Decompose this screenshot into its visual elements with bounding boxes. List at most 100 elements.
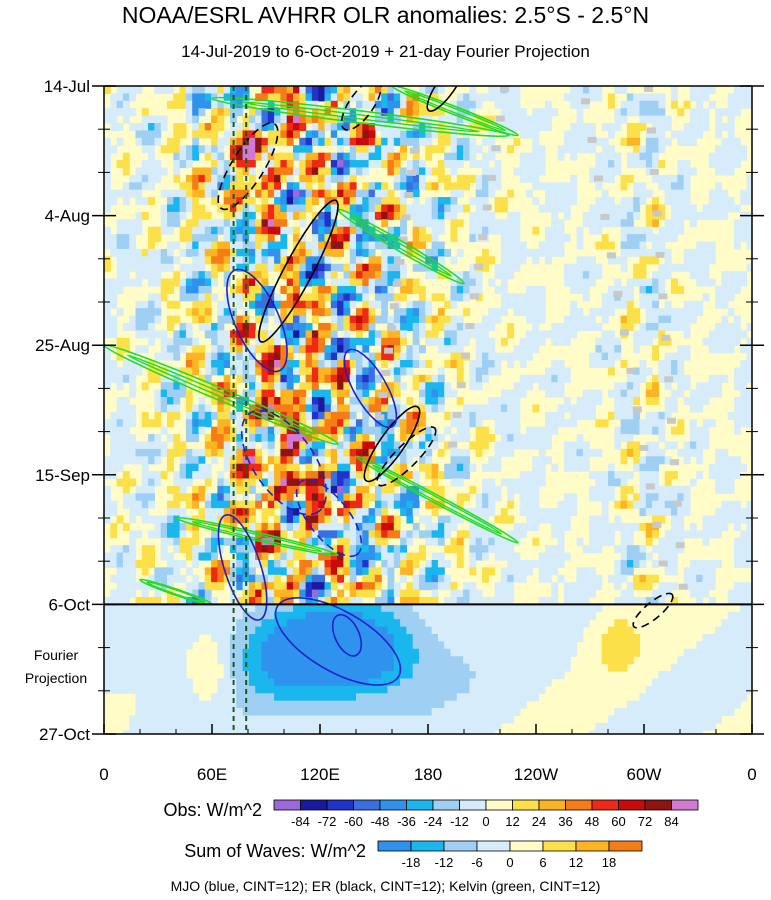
field-cell — [230, 160, 237, 169]
field-cell — [526, 308, 533, 317]
field-cell — [437, 515, 445, 524]
field-cell — [173, 596, 181, 605]
field-cell — [532, 478, 540, 487]
field-cell — [167, 500, 174, 509]
field-cell — [425, 434, 433, 443]
field-cell — [381, 456, 389, 465]
field-cell — [192, 471, 200, 480]
field-cell — [204, 582, 212, 591]
field-cell — [349, 123, 357, 132]
field-cell — [154, 589, 162, 598]
field-cell — [419, 448, 426, 457]
field-cell — [368, 300, 376, 309]
field-cell — [683, 189, 691, 198]
field-cell — [431, 478, 439, 487]
field-cell — [223, 189, 231, 198]
field-cell — [356, 559, 363, 568]
field-cell — [192, 108, 200, 117]
field-cell — [444, 360, 452, 369]
field-cell — [318, 130, 326, 139]
field-cell — [557, 234, 565, 243]
field-cell — [141, 182, 149, 191]
field-cell — [356, 471, 363, 480]
field-cell — [545, 115, 552, 124]
field-cell — [356, 434, 363, 443]
field-cell — [582, 545, 590, 554]
field-cell — [412, 115, 420, 124]
field-cell — [122, 471, 130, 480]
field-cell — [192, 123, 200, 132]
field-cell — [406, 397, 414, 406]
field-cell — [708, 463, 716, 472]
field-cell — [192, 463, 200, 472]
field-cell — [576, 448, 584, 457]
field-cell — [450, 360, 458, 369]
field-cell — [305, 300, 313, 309]
field-cell — [198, 182, 206, 191]
field-cell — [381, 337, 389, 346]
field-cell — [223, 234, 231, 243]
field-cell — [532, 604, 540, 613]
field-cell — [223, 100, 231, 109]
field-cell — [715, 448, 722, 457]
field-cell — [601, 145, 609, 154]
field-cell — [267, 559, 275, 568]
field-cell — [412, 500, 420, 509]
field-cell — [614, 397, 622, 406]
field-cell — [223, 456, 231, 465]
field-cell — [689, 271, 697, 280]
field-cell — [563, 93, 571, 102]
field-cell — [261, 256, 269, 265]
field-cell — [356, 234, 363, 243]
field-cell — [349, 441, 357, 450]
field-cell — [513, 308, 521, 317]
field-cell — [400, 567, 407, 576]
field-cell — [374, 189, 382, 198]
field-cell — [211, 493, 218, 502]
field-cell — [198, 219, 206, 228]
field-cell — [305, 241, 313, 250]
field-cell — [211, 434, 218, 443]
field-cell — [110, 419, 118, 428]
field-cell — [374, 441, 382, 450]
field-cell — [419, 374, 426, 383]
field-cell — [368, 308, 376, 317]
field-cell — [330, 441, 338, 450]
field-cell — [633, 160, 641, 169]
field-cell — [192, 537, 200, 546]
field-cell — [381, 197, 389, 206]
field-cell — [236, 448, 244, 457]
field-cell — [387, 160, 395, 169]
field-cell — [293, 471, 300, 480]
field-cell — [431, 537, 439, 546]
field-cell — [116, 256, 124, 265]
field-cell — [104, 374, 111, 383]
field-cell — [104, 426, 111, 435]
field-cell — [689, 263, 697, 272]
field-cell — [204, 508, 212, 517]
field-cell — [230, 115, 237, 124]
field-cell — [362, 271, 370, 280]
field-cell — [437, 530, 445, 539]
field-cell — [614, 300, 622, 309]
field-cell — [482, 478, 489, 487]
field-cell — [173, 382, 181, 391]
field-cell — [223, 434, 231, 443]
field-cell — [141, 382, 149, 391]
field-cell — [242, 574, 250, 583]
field-cell — [456, 493, 464, 502]
field-cell — [488, 367, 496, 376]
field-cell — [715, 485, 722, 494]
field-cell — [324, 471, 332, 480]
field-cell — [582, 263, 590, 272]
field-cell — [122, 567, 130, 576]
field-cell — [500, 263, 508, 272]
field-cell — [217, 471, 225, 480]
field-cell — [626, 241, 634, 250]
field-cell — [431, 226, 439, 235]
field-cell — [633, 552, 641, 561]
field-cell — [110, 522, 118, 531]
field-cell — [721, 145, 729, 154]
field-cell — [614, 278, 622, 287]
field-cell — [595, 537, 603, 546]
